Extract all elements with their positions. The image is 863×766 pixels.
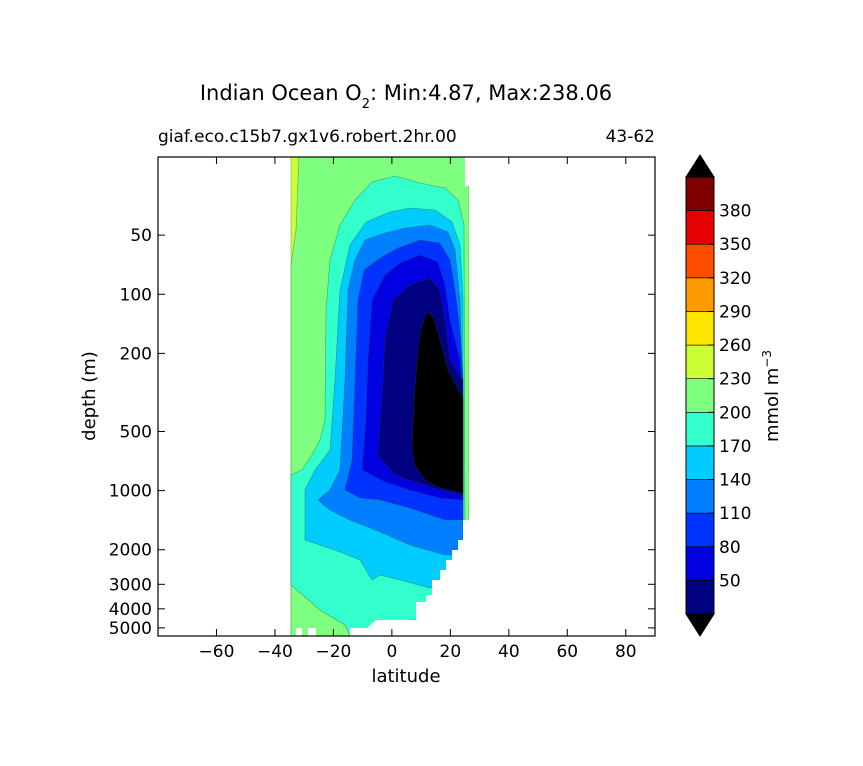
colorbar-segment	[685, 311, 715, 346]
x-axis: −60 −40 −20 0 20 40 60 80	[199, 157, 637, 662]
colorbar-extend-low	[685, 613, 715, 637]
y-tick-label: 200	[120, 344, 152, 364]
y-tick-label: 100	[120, 285, 152, 305]
colorbar-segment	[685, 277, 715, 312]
colorbar-tick-label: 290	[719, 302, 751, 322]
plot-frame	[157, 156, 656, 637]
colorbar-tick-label: 320	[719, 269, 751, 289]
chart-subtitle-left: giaf.eco.c15b7.gx1v6.robert.2hr.00	[158, 127, 457, 147]
colorbar-segment	[685, 546, 715, 581]
y-tick-label: 1000	[109, 482, 152, 502]
colorbar-segment	[685, 210, 715, 245]
y-tick-label: 3000	[109, 575, 152, 595]
colorbar-segment	[685, 378, 715, 413]
contour-region-core	[411, 311, 464, 494]
colorbar-tick-label: 260	[719, 336, 751, 356]
plot-area: −60 −40 −20 0 20 40 60 80 50 100 200 500 1000 2000 30…	[109, 156, 656, 662]
y-axis-label: depth (m)	[79, 351, 100, 441]
colorbar-tick-label: 230	[719, 370, 751, 390]
x-tick-label: 0	[386, 642, 397, 662]
contour-field	[290, 157, 655, 636]
colorbar-tick-label: 110	[719, 504, 751, 524]
colorbar-frame	[685, 176, 715, 615]
colorbar-segment	[685, 176, 715, 211]
colorbar-tick-label: 380	[719, 202, 751, 222]
colorbar-tick-label: 80	[719, 538, 741, 558]
chart-title: Indian Ocean O2: Min:4.87, Max:238.06	[200, 81, 612, 112]
colorbar-tick-label: 350	[719, 235, 751, 255]
y-tick-label: 4000	[109, 600, 152, 620]
x-tick-label: −40	[257, 642, 293, 662]
colorbar-tick-label: 140	[719, 471, 751, 491]
y-tick-label: 5000	[109, 619, 152, 639]
x-tick-label: −60	[199, 642, 235, 662]
x-tick-label: −20	[315, 642, 351, 662]
colorbar-segment	[685, 445, 715, 480]
colorbar-label: mmol m−3	[760, 350, 783, 442]
bathymetry-notch	[296, 628, 316, 636]
chart-subtitle-right: 43-62	[606, 127, 655, 147]
colorbar-segment	[685, 344, 715, 379]
colorbar-segment	[685, 512, 715, 548]
x-axis-label: latitude	[371, 666, 440, 687]
y-tick-label: 500	[120, 423, 152, 443]
y-tick-label: 50	[130, 226, 152, 246]
colorbar-segment	[685, 412, 715, 447]
x-tick-label: 80	[615, 642, 637, 662]
x-tick-label: 40	[498, 642, 520, 662]
y-tick-label: 2000	[109, 541, 152, 561]
bathymetry-mask	[350, 157, 655, 636]
colorbar-tick-label: 200	[719, 403, 751, 423]
x-tick-label: 60	[556, 642, 578, 662]
colorbar-tick-label: 170	[719, 437, 751, 457]
colorbar-segment	[685, 479, 715, 514]
colorbar: 50 80 110 140 170 200 230 260 290 320 350 380	[685, 154, 751, 637]
colorbar-extend-high	[685, 154, 715, 178]
x-tick-label: 20	[440, 642, 462, 662]
colorbar-segment	[685, 243, 715, 279]
colorbar-tick-label: 50	[719, 571, 741, 591]
colorbar-segment	[685, 580, 715, 615]
